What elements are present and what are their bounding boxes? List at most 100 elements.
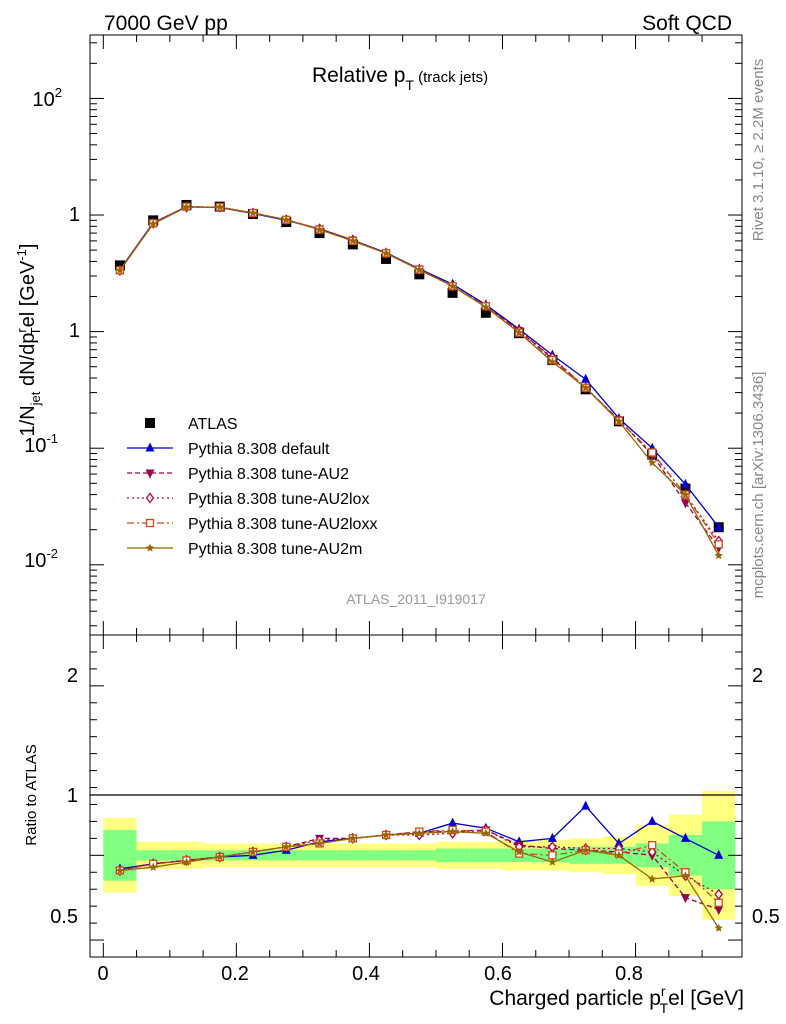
band-inner — [136, 850, 170, 861]
data-point — [681, 490, 690, 499]
ratio-uncertainty-bands — [103, 790, 736, 920]
data-point — [448, 281, 457, 290]
data-point — [481, 302, 491, 311]
ratio-point — [514, 847, 524, 856]
xtick-0.8: 0.8 — [615, 963, 643, 985]
data-point — [215, 202, 224, 211]
data-point — [714, 521, 724, 531]
data-point — [647, 458, 657, 467]
main-series-group — [114, 199, 724, 560]
ratio-point — [215, 852, 224, 861]
band-inner — [369, 850, 403, 861]
legend-item: Pythia 8.308 tune-AU2loxx — [127, 516, 377, 533]
rivet-label: Rivet 3.1.10, ≥ 2.2M events — [750, 59, 767, 242]
xtick-0.6: 0.6 — [484, 963, 512, 985]
ratio-ytick-left-2: 2 — [67, 665, 78, 687]
ratio-point — [248, 847, 258, 856]
legend-item: Pythia 8.308 tune-AU2m — [127, 541, 362, 558]
legend: ATLAS Pythia 8.308 default Pythia 8.308 tu… — [127, 416, 377, 558]
data-point — [581, 383, 590, 392]
ratio-point — [647, 874, 657, 883]
ratio-y-axis-label: Ratio to ATLAS — [23, 744, 40, 845]
legend-marker — [145, 442, 155, 452]
ratio-point — [448, 817, 458, 827]
legend-label: ATLAS — [188, 416, 238, 433]
data-point — [548, 357, 557, 366]
data-point — [447, 287, 458, 298]
ratio-point — [714, 906, 724, 916]
xtick-0: 0 — [97, 963, 108, 985]
x-axis-label: Charged particle pr Tel [GeV] — [489, 983, 744, 1016]
ytick-label-10: 1 — [69, 204, 80, 226]
ratio-point — [548, 857, 557, 866]
data-point — [381, 253, 392, 264]
ratio-point — [182, 857, 191, 866]
band-inner — [402, 850, 436, 861]
ratio-point — [581, 800, 591, 810]
ratio-point — [614, 850, 624, 859]
band-inner — [269, 850, 303, 861]
legend-label: Pythia 8.308 tune-AU2lox — [188, 491, 369, 508]
legend-marker — [145, 492, 155, 504]
main-y-axis-label: 1/Njet dN/dprTel [GeV-1] — [14, 244, 43, 437]
ratio-ytick-left-1: 1 — [67, 785, 78, 807]
data-point — [514, 328, 524, 337]
ytick-label-1: 1 — [69, 320, 80, 342]
data-point — [248, 208, 258, 217]
ratio-point — [648, 840, 657, 850]
ratio-point — [581, 845, 590, 854]
band-inner — [302, 850, 337, 861]
ratio-point — [481, 828, 491, 837]
ratio-series-group — [115, 800, 724, 932]
ratio-point — [714, 849, 724, 859]
data-point — [648, 448, 657, 457]
data-point — [115, 265, 125, 274]
series-5 — [115, 202, 723, 560]
data-point — [614, 416, 624, 425]
ratio-point — [680, 894, 690, 904]
ratio-point — [348, 833, 358, 842]
main-axis-ticks — [90, 35, 742, 635]
mcplots-label: mcplots.cern.ch [arXiv:1306.3436] — [750, 372, 767, 599]
ratio-point — [714, 898, 723, 907]
ratio-point — [148, 862, 158, 871]
ratio-point — [381, 830, 391, 839]
ytick-label-100: 102 — [33, 85, 62, 111]
band-inner — [469, 848, 503, 863]
legend-marker — [145, 469, 155, 479]
analysis-id: ATLAS_2011_I919017 — [346, 591, 486, 607]
ratio-ytick-left-0.5: 0.5 — [50, 906, 78, 928]
ratio-point — [448, 827, 457, 836]
ratio-point — [647, 846, 657, 858]
data-point — [680, 483, 691, 494]
plot-title: Relative pT (track jets) — [312, 64, 488, 93]
legend-label: Pythia 8.308 default — [188, 441, 330, 458]
ratio-ytick-right-0.5: 0.5 — [752, 906, 780, 928]
ratio-point — [614, 837, 624, 847]
ratio-point — [315, 839, 324, 848]
legend-item: Pythia 8.308 default — [127, 441, 330, 458]
data-point — [581, 373, 591, 383]
ratio-point — [415, 828, 424, 837]
band-inner — [336, 850, 370, 861]
ytick-label-0.01: 10-2 — [24, 546, 58, 572]
legend-marker — [145, 543, 155, 552]
legend-marker — [145, 518, 155, 528]
ratio-axis-ticks — [90, 635, 742, 957]
data-point — [148, 219, 158, 228]
legend-label: Pythia 8.308 tune-AU2 — [188, 466, 349, 483]
legend-item: Pythia 8.308 tune-AU2lox — [127, 491, 369, 508]
ratio-point — [115, 866, 125, 875]
data-point — [415, 265, 424, 274]
xtick-0.2: 0.2 — [221, 963, 249, 985]
ratio-point — [647, 815, 657, 825]
xtick-0.4: 0.4 — [352, 963, 380, 985]
ratio-point — [680, 832, 690, 842]
ratio-series-4 — [115, 827, 723, 932]
ratio-point — [547, 832, 557, 842]
data-point — [282, 215, 291, 224]
data-point — [348, 236, 358, 245]
data-point — [714, 540, 723, 549]
header-right: Soft QCD — [642, 12, 732, 35]
data-point — [381, 248, 391, 257]
